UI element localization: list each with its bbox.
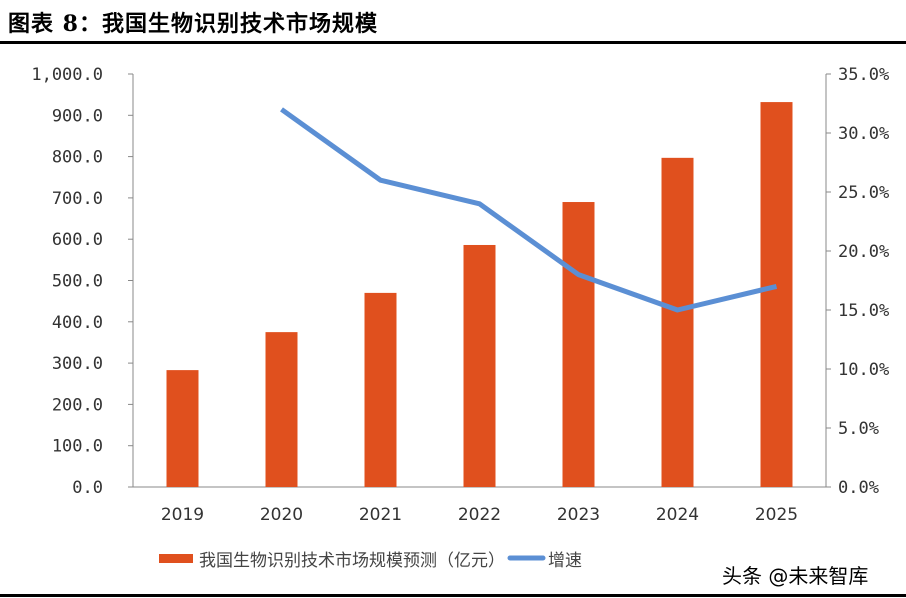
x-tick-label: 2021 xyxy=(359,505,402,525)
bar-2024 xyxy=(661,157,694,488)
right-tick-label: 5.0% xyxy=(838,419,879,439)
left-tick-label: 600.0 xyxy=(52,230,103,250)
right-tick-label: 20.0% xyxy=(838,242,889,262)
x-tick-label: 2024 xyxy=(656,505,699,525)
left-tick-label: 500.0 xyxy=(52,272,103,292)
legend-bar-label: 我国生物识别技术市场规模预测（亿元） xyxy=(199,551,505,571)
right-tick-label: 10.0% xyxy=(838,360,889,380)
bar-2023 xyxy=(562,202,595,487)
x-tick-label: 2023 xyxy=(557,505,600,525)
x-tick-label: 2019 xyxy=(161,505,204,525)
right-tick-label: 30.0% xyxy=(838,124,889,144)
left-tick-label: 200.0 xyxy=(52,395,103,415)
watermark: 头条 @未来智库 xyxy=(722,564,869,588)
bar-2021 xyxy=(364,292,397,487)
right-tick-label: 15.0% xyxy=(838,301,889,321)
x-tick-label: 2020 xyxy=(260,505,303,525)
x-tick-label: 2022 xyxy=(458,505,501,525)
bar-2020 xyxy=(265,332,298,487)
legend-bar-swatch xyxy=(159,554,193,563)
bar-2022 xyxy=(463,244,496,487)
right-tick-label: 0.0% xyxy=(838,478,879,498)
left-tick-label: 0.0 xyxy=(72,478,103,498)
bar-2025 xyxy=(760,102,793,488)
right-tick-label: 35.0% xyxy=(838,65,889,85)
legend-line-label: 增速 xyxy=(548,551,582,571)
title-divider xyxy=(0,41,906,44)
right-tick-label: 25.0% xyxy=(838,183,889,203)
bar-2019 xyxy=(166,370,199,487)
left-tick-label: 900.0 xyxy=(52,106,103,126)
left-tick-label: 700.0 xyxy=(52,189,103,209)
x-tick-label: 2025 xyxy=(755,505,798,525)
growth-line xyxy=(280,107,778,313)
bottom-divider xyxy=(0,594,906,597)
left-tick-label: 400.0 xyxy=(52,313,103,333)
left-tick-label: 100.0 xyxy=(52,437,103,457)
left-tick-label: 1,000.0 xyxy=(31,65,103,85)
left-tick-label: 300.0 xyxy=(52,354,103,374)
left-tick-label: 800.0 xyxy=(52,148,103,168)
figure-title: 图表 8：我国生物识别技术市场规模 xyxy=(8,11,378,37)
